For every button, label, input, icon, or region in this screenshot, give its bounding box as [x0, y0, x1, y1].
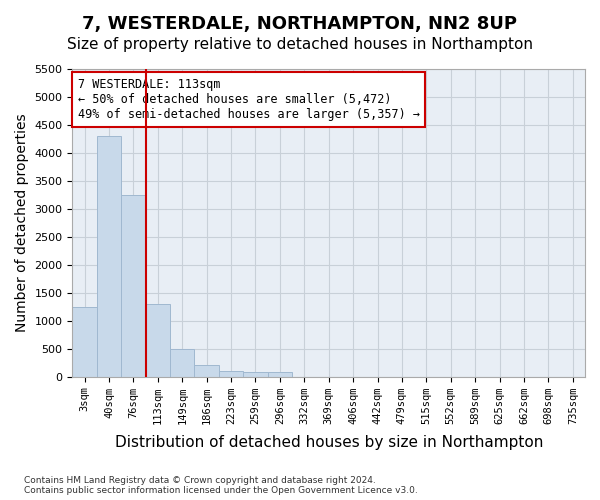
Bar — [194, 366, 219, 376]
Bar — [73, 306, 97, 376]
Bar — [121, 195, 146, 376]
Text: Size of property relative to detached houses in Northampton: Size of property relative to detached ho… — [67, 38, 533, 52]
Bar — [268, 372, 292, 376]
Text: Contains HM Land Registry data © Crown copyright and database right 2024.
Contai: Contains HM Land Registry data © Crown c… — [24, 476, 418, 495]
Bar — [146, 304, 170, 376]
X-axis label: Distribution of detached houses by size in Northampton: Distribution of detached houses by size … — [115, 435, 543, 450]
Bar — [170, 348, 194, 376]
Y-axis label: Number of detached properties: Number of detached properties — [15, 114, 29, 332]
Text: 7 WESTERDALE: 113sqm
← 50% of detached houses are smaller (5,472)
49% of semi-de: 7 WESTERDALE: 113sqm ← 50% of detached h… — [77, 78, 419, 121]
Bar — [219, 371, 243, 376]
Bar — [97, 136, 121, 376]
Bar — [243, 372, 268, 376]
Text: 7, WESTERDALE, NORTHAMPTON, NN2 8UP: 7, WESTERDALE, NORTHAMPTON, NN2 8UP — [83, 15, 517, 33]
